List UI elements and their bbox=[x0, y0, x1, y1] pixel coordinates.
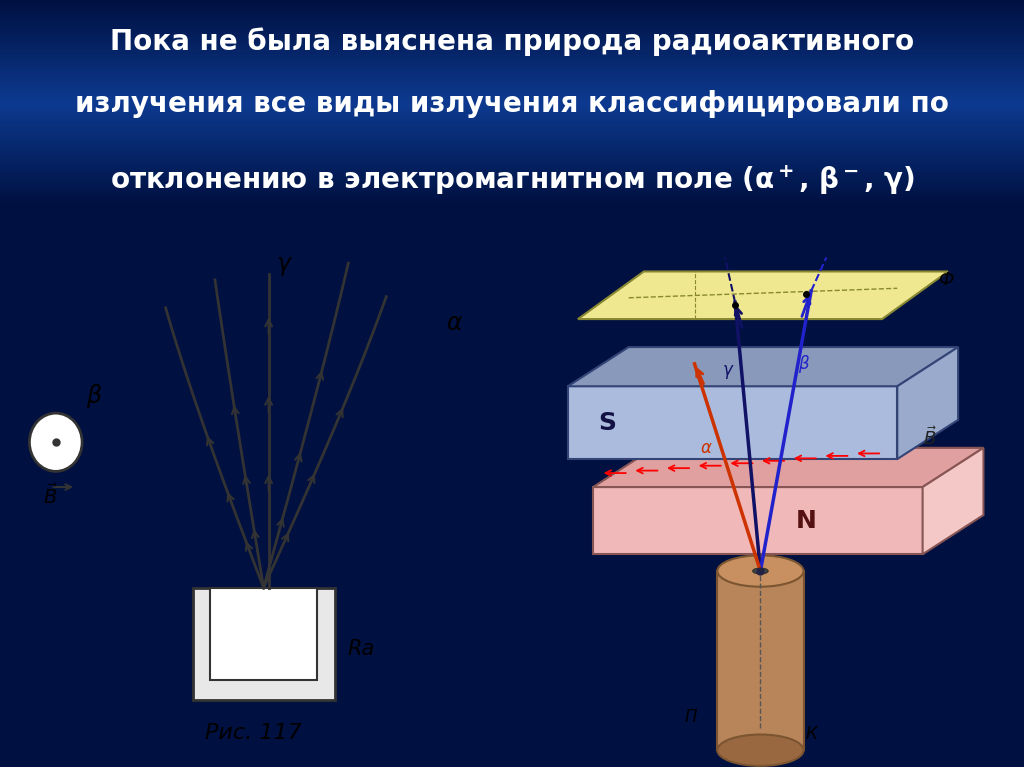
Bar bbox=[193, 588, 335, 700]
Polygon shape bbox=[923, 448, 983, 555]
Text: Ra: Ra bbox=[347, 640, 375, 660]
Bar bbox=[210, 588, 316, 680]
Text: $\beta$: $\beta$ bbox=[799, 354, 811, 376]
Text: Ф: Ф bbox=[938, 272, 953, 289]
Text: $\alpha$: $\alpha$ bbox=[446, 311, 463, 335]
Text: Пока не была выяснена природа радиоактивного: Пока не была выяснена природа радиоактив… bbox=[110, 27, 914, 56]
Text: N: N bbox=[796, 509, 817, 532]
Polygon shape bbox=[567, 347, 958, 387]
Circle shape bbox=[30, 413, 82, 472]
Polygon shape bbox=[897, 347, 958, 459]
Text: отклонению в электромагнитном поле ($\mathbf{\alpha^+}$, $\mathbf{\beta^-}$, $\m: отклонению в электромагнитном поле ($\ma… bbox=[110, 163, 914, 197]
Ellipse shape bbox=[718, 735, 804, 766]
Ellipse shape bbox=[753, 568, 768, 574]
Text: $\beta$: $\beta$ bbox=[86, 382, 102, 410]
Text: Рис. 117: Рис. 117 bbox=[205, 723, 302, 743]
Text: $\gamma$: $\gamma$ bbox=[276, 255, 293, 278]
Text: $\alpha$: $\alpha$ bbox=[699, 439, 713, 457]
Text: $\gamma$: $\gamma$ bbox=[722, 363, 735, 381]
Polygon shape bbox=[593, 448, 983, 487]
Bar bbox=[718, 571, 804, 750]
Text: $\vec{B}$: $\vec{B}$ bbox=[923, 426, 937, 449]
Text: $\vec{B}$: $\vec{B}$ bbox=[43, 484, 58, 508]
Ellipse shape bbox=[718, 555, 804, 587]
Polygon shape bbox=[578, 272, 948, 319]
Text: S: S bbox=[598, 410, 616, 435]
Polygon shape bbox=[593, 487, 923, 555]
Text: излучения все виды излучения классифицировали по: излучения все виды излучения классифицир… bbox=[75, 90, 949, 117]
Text: К: К bbox=[806, 725, 818, 743]
Text: П: П bbox=[684, 708, 697, 726]
Polygon shape bbox=[567, 387, 897, 459]
